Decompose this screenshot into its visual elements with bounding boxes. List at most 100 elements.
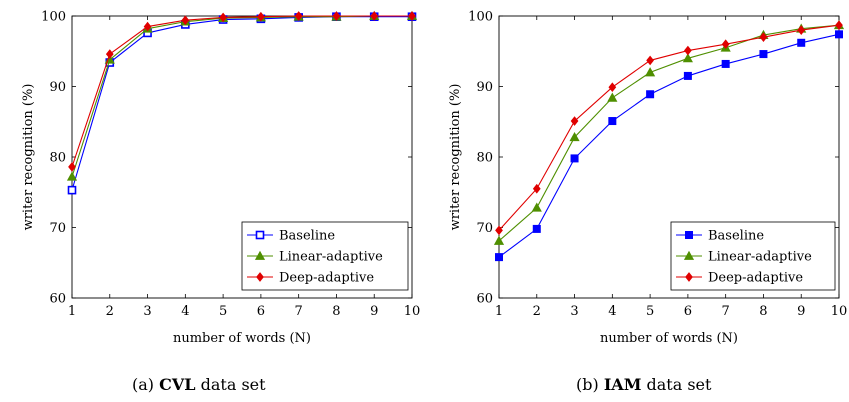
- data-point: [531, 202, 542, 212]
- data-point: [835, 30, 843, 39]
- data-point: [721, 59, 730, 68]
- y-tick-label: 60: [476, 292, 493, 307]
- series-line: [498, 24, 840, 231]
- y-tick-label: 80: [476, 151, 493, 166]
- caption-iam-prefix: (b): [576, 375, 604, 394]
- series-baseline: [67, 12, 417, 195]
- data-point: [68, 162, 76, 172]
- legend-marker: [256, 272, 264, 282]
- x-tick-label: 5: [219, 304, 227, 319]
- data-point: [646, 90, 655, 99]
- x-tick-label: 8: [759, 304, 767, 319]
- x-tick-label: 1: [495, 304, 503, 319]
- data-point: [646, 55, 654, 66]
- y-tick-label: 70: [49, 221, 66, 236]
- caption-cvl-suffix: data set: [195, 375, 266, 394]
- caption-cvl-dataset: CVL: [159, 375, 196, 394]
- data-point: [797, 38, 806, 47]
- data-point: [759, 32, 768, 42]
- data-point: [569, 132, 580, 142]
- caption-cvl-prefix: (a): [132, 375, 160, 394]
- series-deep-adaptive: [68, 11, 416, 172]
- data-point: [570, 116, 579, 126]
- legend-label: Deep-adaptive: [708, 271, 803, 286]
- legend-marker: [685, 272, 693, 282]
- x-tick-label: 7: [722, 304, 730, 319]
- data-point: [66, 171, 78, 181]
- y-tick-label: 60: [49, 292, 66, 307]
- data-point: [835, 20, 843, 31]
- series-line: [498, 33, 840, 258]
- y-axis-label: writer recognition (%): [448, 84, 463, 231]
- data-point: [219, 12, 227, 23]
- legend: Baseline Linear-adaptive Deep-adaptive: [670, 221, 836, 291]
- data-point: [143, 21, 152, 32]
- caption-iam-dataset: IAM: [603, 375, 642, 394]
- x-tick-label: 10: [831, 304, 848, 319]
- x-tick-label: 8: [332, 304, 340, 319]
- series-line: [71, 15, 412, 168]
- data-point: [67, 185, 77, 195]
- legend-label: Baseline: [708, 229, 764, 244]
- data-point: [532, 183, 541, 194]
- series-line: [498, 24, 840, 242]
- legend-label: Baseline: [279, 229, 335, 244]
- caption-cvl: (a) CVL data set: [132, 375, 266, 394]
- data-point: [607, 92, 618, 102]
- x-tick-label: 5: [646, 304, 654, 319]
- y-tick-label: 90: [49, 80, 66, 95]
- data-point: [683, 71, 692, 80]
- data-point: [797, 25, 806, 35]
- x-tick-label: 10: [404, 304, 421, 319]
- data-point: [495, 225, 503, 236]
- caption-iam-suffix: data set: [641, 375, 712, 394]
- legend-marker: [685, 231, 693, 239]
- x-tick-label: 4: [181, 304, 189, 319]
- data-point: [608, 117, 617, 126]
- data-point: [608, 82, 617, 93]
- x-tick-label: 2: [106, 304, 114, 319]
- x-tick-label: 7: [295, 304, 303, 319]
- series-deep-adaptive: [495, 20, 843, 236]
- series-linear-adaptive: [66, 10, 418, 181]
- x-tick-label: 9: [370, 304, 378, 319]
- x-tick-label: 9: [797, 304, 805, 319]
- x-axis-label: number of words (N): [600, 331, 738, 346]
- data-point: [721, 39, 730, 50]
- legend: Baseline Linear-adaptive Deep-adaptive: [241, 221, 409, 291]
- data-point: [493, 235, 505, 245]
- legend-marker: [254, 250, 266, 260]
- data-point: [181, 15, 190, 26]
- caption-iam: (b) IAM data set: [576, 375, 711, 394]
- legend-marker: [255, 230, 265, 240]
- series-line: [71, 16, 412, 191]
- data-point: [257, 11, 265, 22]
- legend-label: Linear-adaptive: [708, 250, 812, 265]
- data-point: [570, 154, 579, 163]
- x-tick-label: 3: [143, 304, 151, 319]
- legend-label: Linear-adaptive: [279, 250, 383, 265]
- data-point: [682, 53, 693, 63]
- x-tick-label: 1: [68, 304, 76, 319]
- y-tick-label: 100: [468, 10, 493, 25]
- x-tick-label: 6: [257, 304, 265, 319]
- chart-iam: 1 2 3 4 5 6 7 8 9 10 60 70 80 90 100 number of words (N…: [448, 10, 847, 347]
- legend-marker: [683, 250, 695, 260]
- data-point: [495, 253, 503, 262]
- y-axis-label: writer recognition (%): [21, 84, 36, 231]
- y-tick-label: 80: [49, 151, 66, 166]
- data-point: [532, 224, 541, 233]
- y-tick-label: 70: [476, 221, 493, 236]
- data-point: [294, 11, 303, 21]
- y-tick-label: 90: [476, 80, 493, 95]
- x-tick-label: 2: [533, 304, 541, 319]
- series-line: [71, 15, 412, 177]
- series-baseline: [495, 30, 843, 262]
- data-point: [645, 67, 656, 77]
- x-axis-label: number of words (N): [173, 331, 311, 346]
- data-point: [105, 49, 114, 59]
- x-tick-label: 3: [570, 304, 578, 319]
- x-tick-label: 4: [608, 304, 616, 319]
- data-point: [684, 45, 692, 56]
